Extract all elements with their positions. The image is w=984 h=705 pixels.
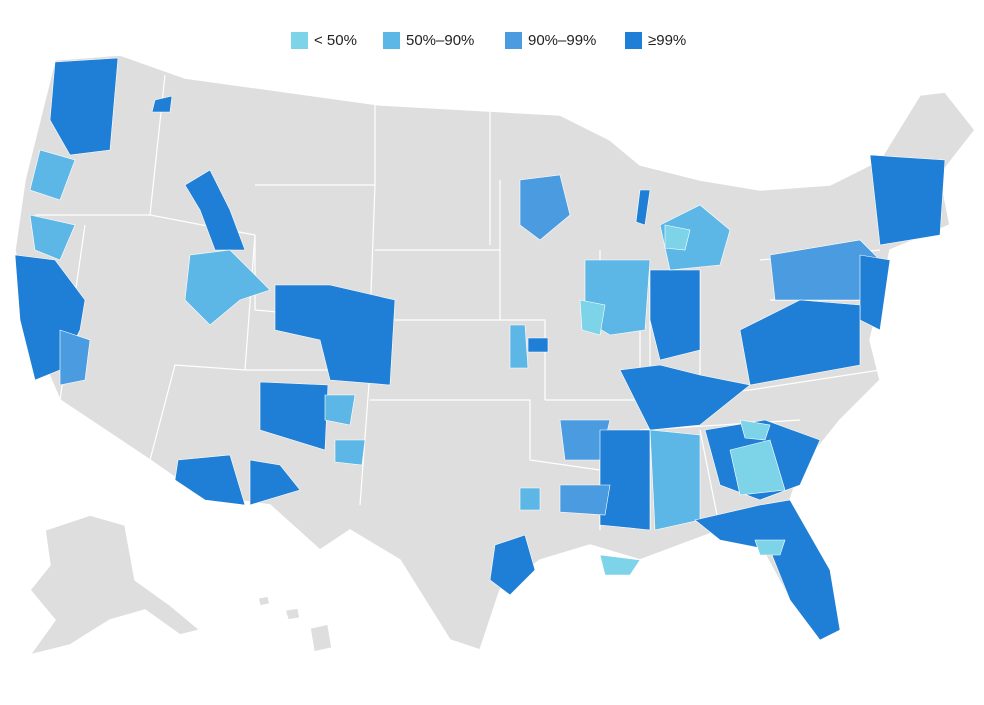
legend-swatch <box>505 32 522 49</box>
coverage-region <box>184 169 246 251</box>
coverage-region <box>184 249 271 326</box>
legend-label: 50%–90% <box>406 32 474 49</box>
alaska <box>28 514 202 657</box>
hawaii <box>257 595 333 653</box>
coverage-region <box>324 394 356 426</box>
coverage-region <box>29 214 76 261</box>
legend-swatch <box>383 32 400 49</box>
coverage-regions <box>14 57 946 641</box>
coverage-region <box>599 554 641 576</box>
coverage-region <box>869 154 946 246</box>
legend-label: ≥99% <box>648 32 686 49</box>
coverage-region <box>649 429 701 531</box>
legend: < 50% 50%–90% 90%–99% ≥99% <box>291 32 686 49</box>
coverage-region <box>559 484 611 516</box>
coverage-region <box>519 487 541 511</box>
coverage-region <box>29 149 76 201</box>
legend-swatch <box>291 32 308 49</box>
coverage-region <box>519 174 571 241</box>
coverage-region <box>151 95 173 113</box>
coverage-region <box>579 299 606 336</box>
coverage-region <box>489 534 536 596</box>
legend-swatch <box>625 32 642 49</box>
coverage-region <box>334 439 366 466</box>
coverage-region <box>649 269 701 361</box>
coverage-region <box>694 499 841 641</box>
coverage-region <box>174 454 246 506</box>
coverage-region <box>527 337 549 353</box>
coverage-region <box>509 324 529 369</box>
coverage-region <box>274 284 396 386</box>
coverage-region <box>739 419 771 441</box>
coverage-region <box>599 429 651 531</box>
coverage-region <box>49 57 119 156</box>
coverage-region <box>739 299 861 386</box>
coverage-region <box>729 439 786 496</box>
coverage-region <box>259 381 329 451</box>
coverage-region <box>59 329 91 386</box>
legend-label: 90%–99% <box>528 32 596 49</box>
legend-label: < 50% <box>314 32 357 49</box>
coverage-region <box>635 189 651 226</box>
coverage-region <box>664 224 691 251</box>
coverage-region <box>659 204 731 271</box>
coverage-region <box>754 539 786 556</box>
coverage-region <box>249 459 301 506</box>
coverage-region <box>859 254 891 331</box>
